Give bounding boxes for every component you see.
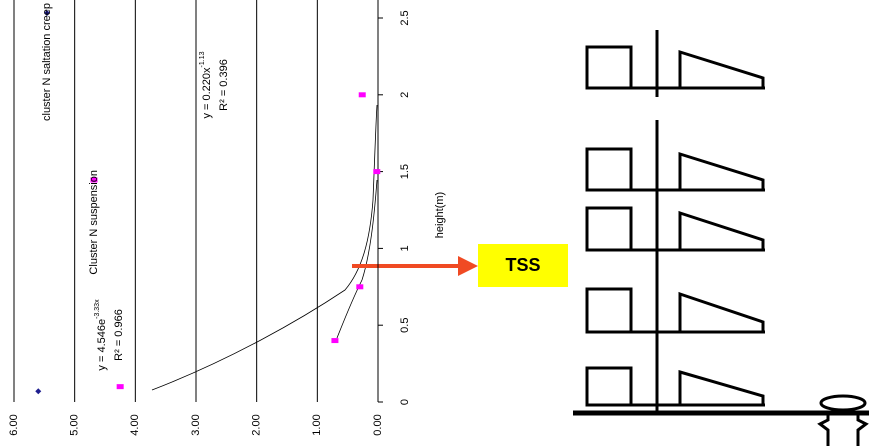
y-tick-label: 5.00 — [69, 414, 81, 435]
exponential-trendline — [337, 180, 377, 338]
point — [356, 284, 363, 289]
y-tick-label: 3.00 — [190, 414, 202, 435]
tss-label: TSS — [505, 255, 540, 275]
x-axis-title: height(m) — [434, 192, 446, 238]
y-tick-label: 0.00 — [372, 414, 384, 435]
r-squared: R² = 0.966 — [113, 309, 125, 361]
x-tick-label: 0.5 — [399, 318, 411, 333]
x-tick-label: 1 — [399, 245, 411, 251]
equation-base: y = 4.546e — [96, 319, 108, 371]
sampler-diagram — [573, 30, 869, 446]
point — [117, 384, 124, 389]
point — [359, 92, 366, 97]
x-tick-label: 2.5 — [399, 10, 411, 25]
y-tick-label: 1.00 — [311, 414, 323, 435]
y-tick-label: 6.00 — [8, 414, 20, 435]
r-squared: R² = 0.396 — [218, 59, 230, 111]
point — [35, 388, 41, 394]
equation: y = 0.220x-1.13 — [199, 51, 213, 118]
y-tick-label: 2.00 — [251, 414, 263, 435]
x-tick-label: 0 — [399, 399, 411, 405]
x-tick-label: 1.5 — [399, 164, 411, 179]
equation-exponent: -3.33x — [94, 299, 101, 319]
legend-label: cluster N saltation creep — [41, 3, 53, 121]
figure: height(m) TSS 0.00 1.00 2.00 3.00 4.00 5.00 6.… — [0, 0, 869, 446]
legend-label: Cluster N suspension — [88, 170, 100, 275]
point — [373, 169, 380, 174]
x-tick-label: 2 — [399, 92, 411, 98]
equation-exponent: -1.13 — [199, 51, 206, 67]
arrow-head — [458, 256, 478, 276]
equation: y = 4.546e-3.33x — [94, 299, 108, 371]
point — [331, 338, 338, 343]
y-tick-label: 4.00 — [129, 414, 141, 435]
power-trendline — [152, 105, 377, 390]
page: {"chart_data": {"type": "scatter", "orie… — [0, 0, 869, 446]
equation-base: y = 0.220x — [201, 67, 213, 119]
